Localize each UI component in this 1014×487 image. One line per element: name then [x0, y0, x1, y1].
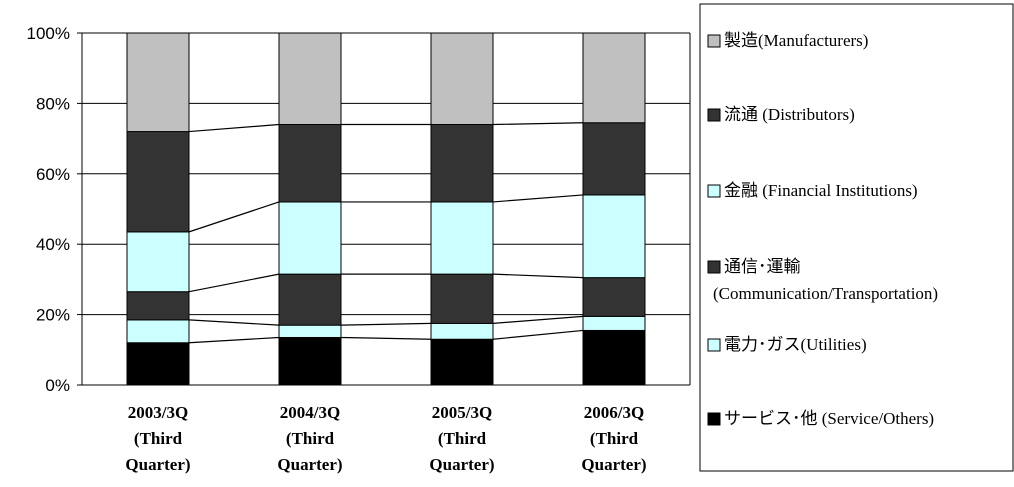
- legend-label-ja: 流通: [724, 105, 758, 124]
- x-tick-label-line: 2006/3Q: [584, 403, 644, 422]
- x-tick-label-line: Quarter): [581, 455, 646, 474]
- legend-label-ja: 金融: [724, 181, 758, 200]
- series-line: [188, 201, 280, 233]
- bar-segment: [126, 319, 190, 344]
- x-tick-label-line: (Third: [590, 429, 639, 448]
- legend: 製造(Manufacturers) 流通 (Distributors) 金融 (Fi…: [707, 31, 938, 428]
- series-line: [188, 273, 280, 293]
- legend-swatch: [707, 412, 721, 426]
- bar-segment: [582, 329, 646, 386]
- series-lines: [188, 122, 584, 344]
- x-tick-label: 2003/3Q (Third Quarter): [125, 403, 190, 474]
- series-line: [492, 315, 584, 324]
- series-line: [492, 194, 584, 203]
- legend-label: サービス･他 (Service/Others): [724, 409, 934, 428]
- legend-label-en: (Financial Institutions): [758, 181, 918, 200]
- bar-segment: [126, 131, 190, 233]
- legend-label-en: (Distributors): [758, 105, 855, 124]
- legend-label: (Communication/Transportation): [713, 284, 938, 303]
- y-tick-label: 0%: [45, 376, 70, 395]
- legend-swatch: [707, 338, 721, 352]
- bar-segment: [278, 336, 342, 386]
- bar-segment: [582, 32, 646, 124]
- series-line: [492, 273, 584, 279]
- series-line: [188, 319, 280, 326]
- legend-swatch: [707, 184, 721, 198]
- series-line: [492, 329, 584, 340]
- x-tick-label: 2006/3Q (Third Quarter): [581, 403, 646, 474]
- legend-label: 流通 (Distributors): [724, 105, 855, 124]
- legend-label: 通信･運輸: [724, 257, 801, 276]
- bar-segment: [582, 315, 646, 331]
- legend-label: 金融 (Financial Institutions): [724, 181, 918, 200]
- bar-segment: [278, 32, 342, 126]
- bar-segment: [126, 231, 190, 293]
- bar-segment: [582, 194, 646, 279]
- legend-label-ja: 通信･運輸: [724, 257, 801, 276]
- bar-segment: [430, 201, 494, 275]
- x-tick-label-line: Quarter): [125, 455, 190, 474]
- bar-segment: [278, 124, 342, 203]
- series-line: [340, 322, 432, 326]
- y-tick-label: 20%: [36, 306, 70, 325]
- bar-segment: [582, 122, 646, 196]
- legend-label-en: (Communication/Transportation): [713, 284, 938, 303]
- legend-label-en: (Utilities): [801, 335, 867, 354]
- x-tick-label-line: Quarter): [277, 455, 342, 474]
- bar-segment: [126, 32, 190, 133]
- x-tick-label-line: 2005/3Q: [432, 403, 492, 422]
- y-tick-label: 80%: [36, 94, 70, 113]
- bar-segment: [126, 291, 190, 321]
- legend-swatch: [707, 108, 721, 122]
- bars: [126, 32, 646, 386]
- legend-label: 電力･ガス(Utilities): [724, 335, 867, 354]
- series-line: [188, 336, 280, 344]
- y-tick-label: 60%: [36, 165, 70, 184]
- bar-segment: [278, 324, 342, 338]
- series-line: [492, 122, 584, 126]
- bar-segment: [126, 342, 190, 386]
- bar-segment: [430, 338, 494, 386]
- y-tick-label: 100%: [27, 24, 70, 43]
- bar-segment: [430, 273, 494, 324]
- legend-label-ja: 製造: [724, 31, 758, 50]
- series-line: [188, 123, 280, 133]
- series-line: [340, 336, 432, 340]
- legend-label-ja: サービス･他: [724, 409, 818, 428]
- x-tick-label-line: 2003/3Q: [128, 403, 188, 422]
- bar-segment: [278, 201, 342, 275]
- x-tick-label-line: (Third: [286, 429, 335, 448]
- y-tick-label: 40%: [36, 235, 70, 254]
- x-tick-label-line: (Third: [134, 429, 183, 448]
- bar-segment: [278, 273, 342, 326]
- legend-box: [699, 3, 1014, 472]
- legend-swatch: [707, 34, 721, 48]
- x-tick-label-line: 2004/3Q: [280, 403, 340, 422]
- legend-label-en: (Manufacturers): [758, 31, 868, 50]
- legend-label-ja: 電力･ガス: [724, 335, 801, 354]
- x-tick-label: 2004/3Q (Third Quarter): [277, 403, 342, 474]
- x-tick-label-line: Quarter): [429, 455, 494, 474]
- legend-label-en: (Service/Others): [818, 409, 935, 428]
- x-tick-label-line: (Third: [438, 429, 487, 448]
- bar-segment: [582, 277, 646, 317]
- legend-label: 製造(Manufacturers): [724, 31, 868, 50]
- x-tick-label: 2005/3Q (Third Quarter): [429, 403, 494, 474]
- legend-swatch: [707, 260, 721, 274]
- bar-segment: [430, 124, 494, 203]
- bar-segment: [430, 322, 494, 340]
- bar-segment: [430, 32, 494, 126]
